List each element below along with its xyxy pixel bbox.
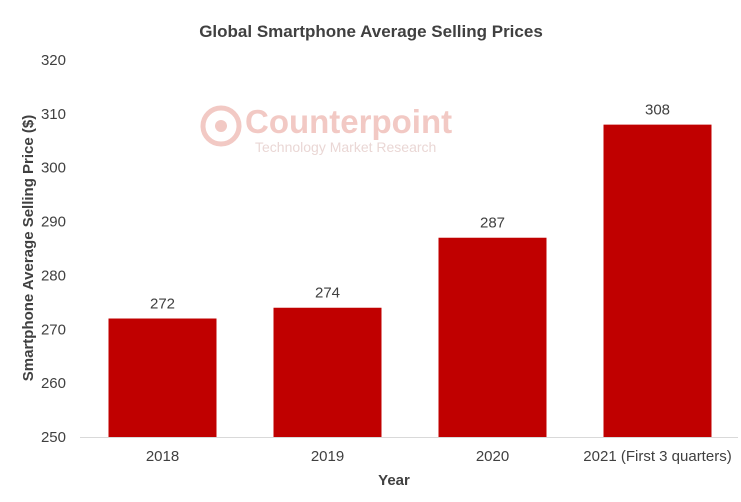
y-tick-label: 250 xyxy=(41,429,66,446)
y-tick-label: 260 xyxy=(41,375,66,392)
watermark-brand: Counterpoint xyxy=(245,103,452,140)
y-tick-label: 310 xyxy=(41,106,66,123)
y-tick-label: 280 xyxy=(41,267,66,284)
y-axis-title: Smartphone Average Selling Price ($) xyxy=(20,115,37,381)
y-tick-label: 320 xyxy=(41,52,66,69)
data-labels: 272 274 287 308 xyxy=(150,102,670,313)
data-label: 308 xyxy=(645,102,670,119)
x-tick-label: 2018 xyxy=(146,448,179,465)
data-label: 272 xyxy=(150,296,175,313)
counterpoint-watermark: Counterpoint Technology Market Research xyxy=(200,103,452,155)
y-tick-label: 290 xyxy=(41,214,66,231)
y-tick-label: 300 xyxy=(41,160,66,177)
counterpoint-logo-icon xyxy=(200,105,242,147)
bar xyxy=(603,124,712,437)
bar xyxy=(438,237,547,437)
data-label: 274 xyxy=(315,285,340,302)
bars xyxy=(108,124,712,437)
y-axis-ticks: 250 260 270 280 290 300 310 320 xyxy=(41,52,66,446)
watermark-tagline: Technology Market Research xyxy=(255,139,436,155)
x-axis-ticks: 2018 2019 2020 2021 (First 3 quarters) xyxy=(146,448,732,465)
bar xyxy=(108,318,217,437)
data-label: 287 xyxy=(480,215,505,232)
x-tick-label: 2020 xyxy=(476,448,509,465)
bar xyxy=(273,307,382,437)
chart-title: Global Smartphone Average Selling Prices xyxy=(199,22,543,41)
y-tick-label: 270 xyxy=(41,321,66,338)
x-tick-label: 2021 (First 3 quarters) xyxy=(583,448,731,465)
x-tick-label: 2019 xyxy=(311,448,344,465)
x-axis-title: Year xyxy=(378,472,410,489)
